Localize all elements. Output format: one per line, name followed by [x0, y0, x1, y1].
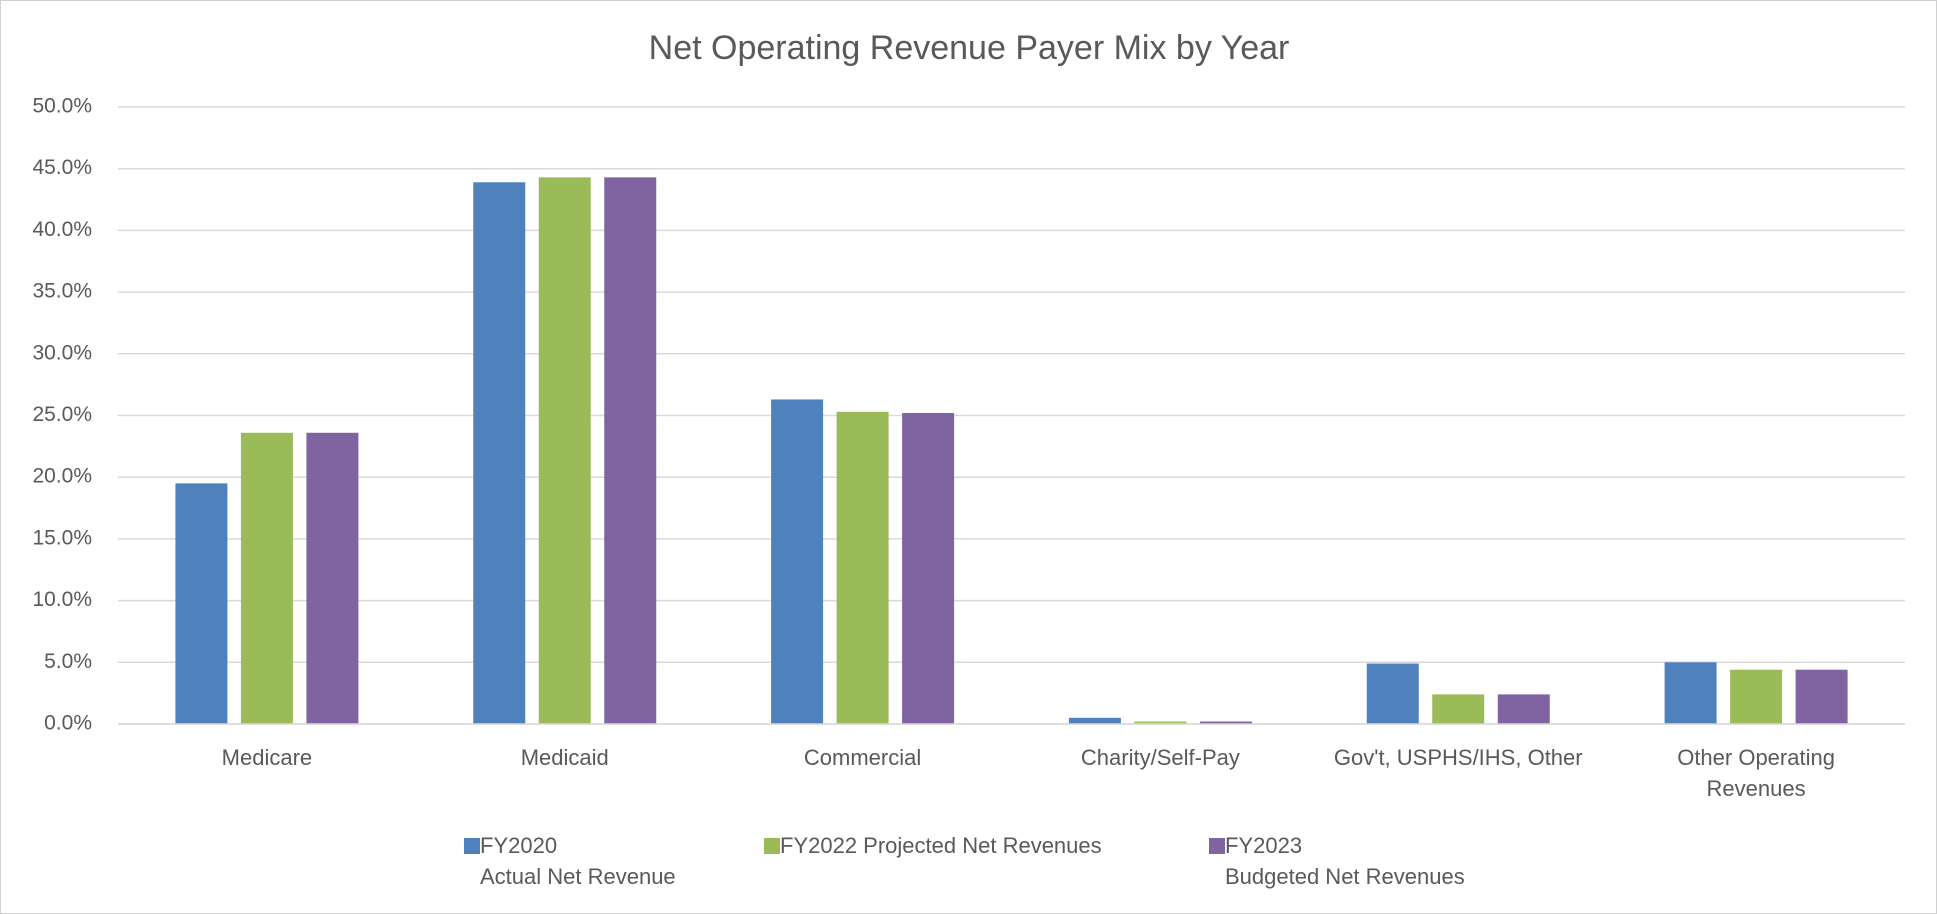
bar — [1795, 669, 1848, 724]
bar — [1366, 663, 1419, 724]
y-tick-label: 15.0% — [32, 526, 92, 549]
y-tick-label: 0.0% — [44, 712, 92, 735]
bar — [604, 177, 657, 724]
x-tick-label: Medicaid — [520, 745, 609, 770]
y-tick-label: 25.0% — [32, 403, 92, 426]
x-tick-label: Other Operating Revenues — [1677, 745, 1835, 801]
y-tick-label: 50.0% — [32, 95, 92, 118]
bar — [1497, 694, 1550, 724]
x-tick-label: Gov't, USPHS/IHS, Other — [1333, 745, 1583, 770]
chart-title: Net Operating Revenue Payer Mix by Year — [649, 29, 1290, 67]
y-tick-label: 10.0% — [32, 588, 92, 611]
bar — [538, 177, 591, 724]
y-tick-label: 30.0% — [32, 341, 92, 364]
y-tick-label: 40.0% — [32, 218, 92, 241]
y-tick-label: 35.0% — [32, 280, 92, 303]
legend-label: FY2020 Actual Net Revenue — [480, 833, 676, 889]
bar — [175, 483, 228, 724]
y-tick-label: 45.0% — [32, 156, 92, 179]
bar — [473, 182, 526, 725]
x-tick-label: Charity/Self-Pay — [1080, 745, 1240, 770]
bar — [1134, 721, 1187, 724]
bar — [1199, 721, 1252, 724]
x-tick-label: Commercial — [803, 745, 922, 770]
bar — [1068, 717, 1121, 724]
legend-swatch — [764, 838, 780, 854]
legend-swatch — [1209, 838, 1225, 854]
bar — [771, 399, 824, 724]
bar — [1432, 694, 1485, 724]
legend-swatch — [464, 838, 480, 854]
bar — [240, 432, 293, 724]
bar — [902, 413, 955, 724]
bar — [306, 432, 359, 724]
bar — [1730, 669, 1783, 724]
legend-label: FY2022 Projected Net Revenues — [780, 833, 1102, 858]
bar — [1664, 662, 1717, 724]
y-tick-label: 5.0% — [44, 650, 92, 673]
y-tick-label: 20.0% — [32, 465, 92, 488]
legend-label: FY2023 Budgeted Net Revenues — [1225, 833, 1465, 889]
bar — [836, 411, 889, 724]
x-tick-label: Medicare — [221, 745, 313, 770]
